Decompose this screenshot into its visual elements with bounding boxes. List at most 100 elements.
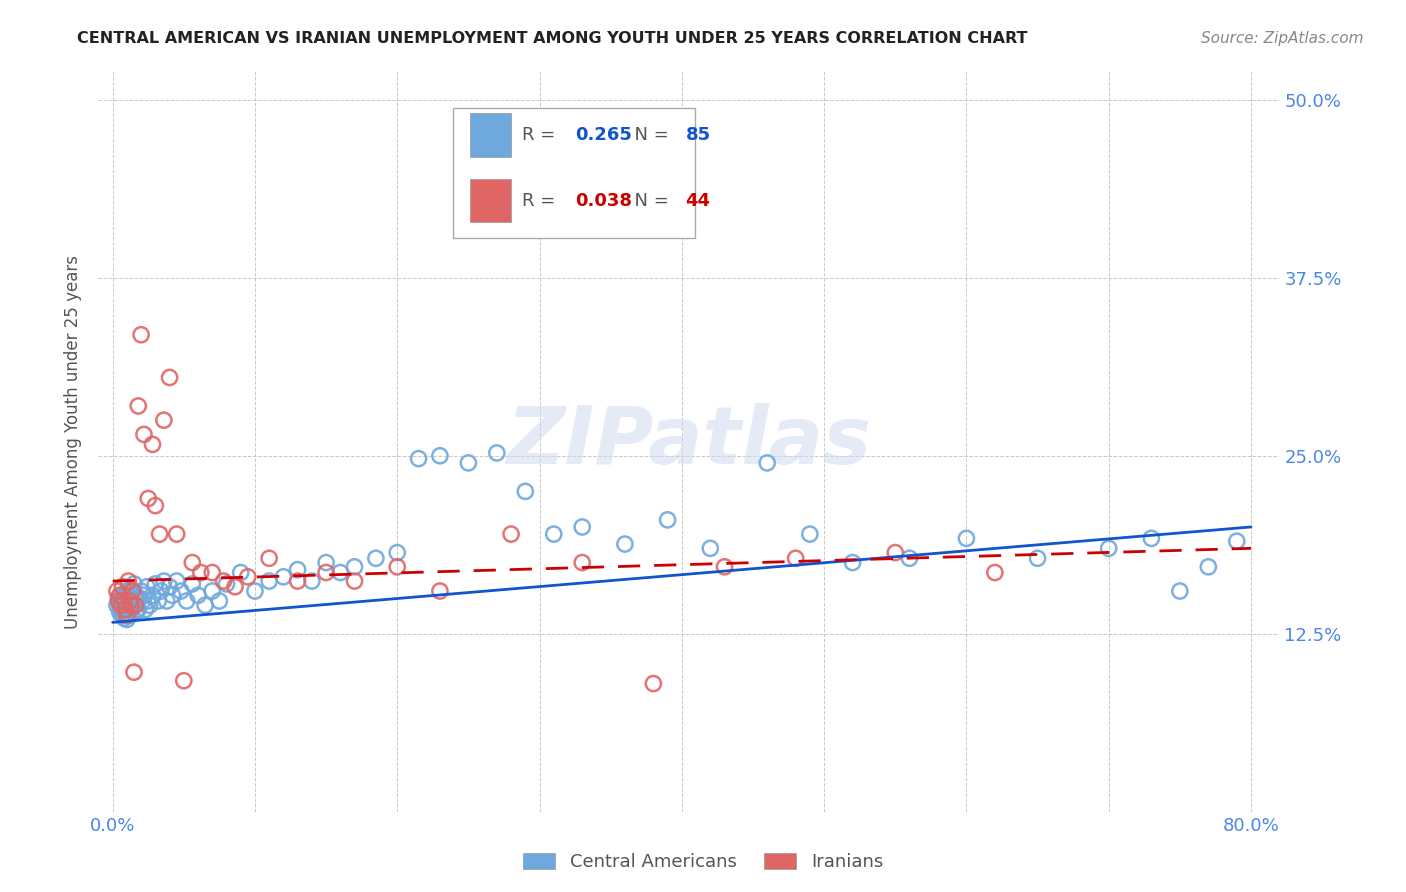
Point (657, 513, 679, 527)
Point (107, 591, 129, 606)
Point (287, 563, 309, 577)
Point (115, 608, 138, 623)
Text: N =: N = (623, 126, 675, 144)
Point (1226, 534, 1249, 549)
Point (127, 399, 149, 413)
Point (138, 599, 160, 613)
Point (135, 580, 157, 594)
Point (108, 606, 131, 620)
Point (212, 574, 235, 588)
Point (132, 588, 155, 602)
Point (105, 599, 128, 613)
Point (122, 577, 145, 591)
Point (543, 527, 565, 541)
Point (515, 484, 537, 499)
Point (122, 665, 145, 680)
Point (257, 551, 280, 566)
Point (156, 594, 179, 608)
Point (127, 602, 149, 616)
Point (162, 588, 184, 602)
Text: 0.038: 0.038 (575, 192, 633, 210)
Point (111, 608, 134, 623)
Point (1140, 532, 1163, 546)
Point (571, 556, 593, 570)
FancyBboxPatch shape (471, 178, 510, 222)
Point (121, 584, 143, 599)
Point (257, 574, 280, 588)
Point (159, 370, 181, 384)
Point (329, 566, 352, 580)
Point (114, 602, 136, 616)
Point (1197, 559, 1219, 574)
Point (408, 451, 430, 466)
Point (457, 456, 479, 470)
Point (120, 599, 142, 613)
Point (215, 577, 238, 591)
Point (181, 556, 204, 570)
Point (141, 437, 163, 451)
Point (118, 608, 141, 623)
Point (115, 599, 138, 613)
Text: R =: R = (523, 192, 561, 210)
Point (756, 456, 779, 470)
Point (785, 551, 807, 566)
Point (364, 551, 387, 566)
Point (187, 588, 209, 602)
Point (114, 599, 136, 613)
Point (107, 594, 129, 608)
FancyBboxPatch shape (471, 112, 510, 156)
Point (201, 566, 224, 580)
Point (841, 556, 863, 570)
Point (134, 602, 156, 616)
Point (301, 574, 323, 588)
Point (121, 584, 143, 599)
Point (181, 577, 204, 591)
Point (124, 588, 146, 602)
Point (201, 584, 224, 599)
Point (884, 546, 907, 560)
Point (141, 588, 163, 602)
Point (108, 588, 131, 602)
Point (387, 546, 409, 560)
Point (136, 491, 159, 506)
Point (287, 574, 309, 588)
Point (173, 673, 195, 688)
Point (571, 520, 593, 534)
Point (129, 584, 152, 599)
Point (713, 559, 735, 574)
Point (131, 594, 153, 608)
Point (112, 588, 135, 602)
Point (143, 577, 166, 591)
Point (111, 580, 134, 594)
Point (110, 599, 132, 613)
Point (898, 551, 921, 566)
FancyBboxPatch shape (453, 108, 695, 238)
Legend: Central Americans, Iranians: Central Americans, Iranians (516, 846, 890, 879)
Y-axis label: Unemployment Among Youth under 25 years: Unemployment Among Youth under 25 years (65, 254, 83, 629)
Point (224, 580, 246, 594)
Point (955, 532, 977, 546)
Point (190, 566, 212, 580)
Point (1026, 551, 1049, 566)
Point (159, 580, 181, 594)
Point (236, 570, 259, 584)
Point (143, 499, 166, 513)
Point (108, 599, 131, 613)
Text: R =: R = (523, 126, 561, 144)
Point (112, 611, 135, 625)
Point (343, 574, 366, 588)
Point (499, 527, 522, 541)
Point (166, 527, 188, 541)
Point (984, 566, 1007, 580)
Point (136, 594, 159, 608)
Point (105, 584, 128, 599)
Point (485, 446, 508, 460)
Point (387, 559, 409, 574)
Point (1168, 584, 1191, 599)
Point (132, 427, 155, 442)
Point (194, 599, 217, 613)
Point (115, 584, 138, 599)
Point (799, 527, 821, 541)
Point (699, 541, 721, 556)
Point (315, 566, 337, 580)
